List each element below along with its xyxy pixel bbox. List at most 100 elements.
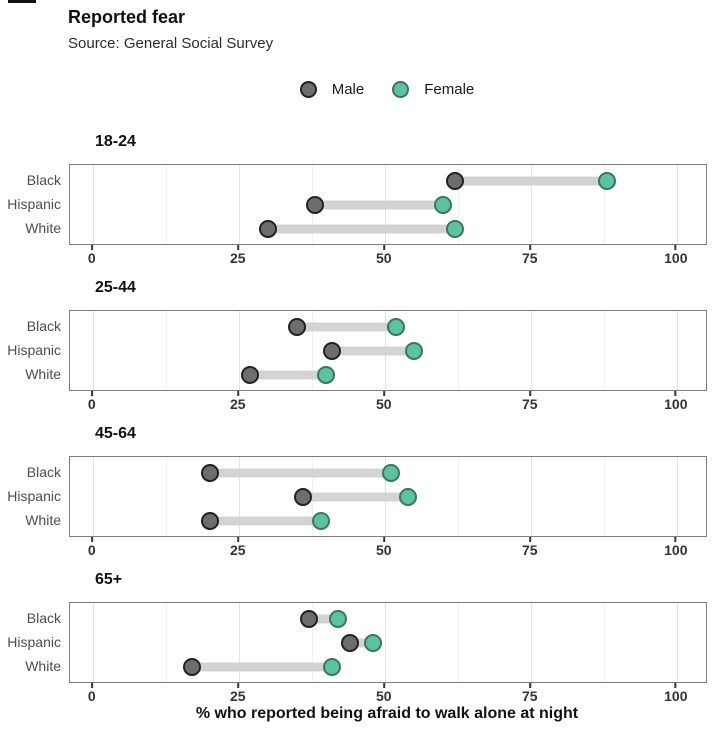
dumbbell-connector [267, 224, 455, 234]
x-tick-label: 25 [229, 542, 246, 558]
y-axis-label: White [25, 658, 61, 675]
x-tick: 0 [88, 245, 96, 265]
y-axis-label: White [25, 366, 61, 383]
x-tick: 75 [522, 683, 538, 703]
facet-title: 18-24 [95, 133, 136, 150]
dumbbell-connector [308, 614, 339, 624]
y-axis-label: Black [26, 610, 61, 627]
tick-mark-icon [236, 683, 239, 688]
major-gridline [238, 603, 240, 682]
female-dot [399, 487, 418, 506]
x-axis: 0 25 50 75 100 [69, 391, 705, 411]
legend: Male Female [69, 79, 705, 99]
y-axis-labels: Black Hispanic White [0, 456, 61, 535]
facet-45-64: 45-64 Black Hispanic White 0 25 50 75 100 [0, 424, 714, 557]
y-axis-label: Hispanic [7, 487, 61, 504]
chart-title: Reported fear [68, 7, 186, 27]
tick-mark-icon [528, 391, 531, 396]
y-axis-label: Black [26, 318, 61, 335]
male-legend-dot-icon [299, 80, 317, 98]
x-axis: 0 25 50 75 100 [69, 245, 705, 265]
x-tick: 50 [376, 245, 392, 265]
chart-subtitle: Source: General Social Survey [68, 35, 274, 52]
y-axis-label: Hispanic [7, 195, 61, 212]
dumbbell-connector [303, 492, 409, 502]
x-tick-label: 100 [664, 688, 688, 704]
x-tick-label: 50 [375, 542, 392, 558]
x-tick: 0 [88, 537, 96, 557]
tick-mark-icon [382, 391, 385, 396]
male-dot [299, 610, 318, 629]
x-tick: 100 [664, 245, 687, 265]
x-tick-label: 75 [521, 250, 538, 266]
x-tick-label: 75 [521, 688, 538, 704]
x-tick: 50 [376, 391, 392, 411]
major-gridline [92, 603, 94, 682]
female-dot [434, 195, 453, 214]
facet-plot-row: Black Hispanic White [0, 456, 714, 537]
x-tick-label: 0 [87, 396, 96, 412]
x-tick: 75 [522, 391, 538, 411]
x-tick-label: 50 [375, 396, 392, 412]
male-dot [288, 318, 307, 337]
tick-mark-icon [674, 245, 677, 250]
x-tick: 100 [664, 391, 687, 411]
y-axis-labels: Black Hispanic White [0, 602, 61, 681]
female-dot [311, 512, 330, 531]
major-gridline [92, 311, 94, 390]
minor-gridline [311, 603, 313, 682]
minor-gridline [457, 165, 459, 244]
x-tick: 25 [230, 391, 246, 411]
legend-item-male: Male [299, 80, 364, 98]
tick-mark-icon [528, 683, 531, 688]
x-tick-label: 25 [229, 396, 246, 412]
dumbbell-connector [314, 200, 444, 210]
female-dot [445, 220, 464, 239]
x-tick-label: 0 [87, 688, 96, 704]
tick-mark-icon [528, 537, 531, 542]
x-tick-label: 75 [521, 542, 538, 558]
x-axis-title: % who reported being afraid to walk alon… [195, 705, 579, 722]
dumbbell-connector [250, 370, 327, 380]
tick-mark-icon [382, 537, 385, 542]
tick-mark-icon [382, 245, 385, 250]
x-tick-label: 0 [87, 250, 96, 266]
major-gridline [92, 165, 94, 244]
y-axis-label: White [25, 220, 61, 237]
dumbbell-connector [209, 468, 391, 478]
minor-gridline [165, 603, 167, 682]
panel [69, 456, 707, 537]
minor-gridline [603, 603, 605, 682]
x-tick: 100 [664, 683, 687, 703]
y-axis-label: Hispanic [7, 341, 61, 358]
minor-gridline [603, 165, 605, 244]
male-dot [323, 341, 342, 360]
screenshot-edge-artifact [8, 0, 36, 3]
facet-65+: 65+ Black Hispanic White 0 25 50 75 100 [0, 570, 714, 703]
major-gridline [384, 603, 386, 682]
male-dot [241, 366, 260, 385]
female-dot [381, 464, 400, 483]
x-tick-label: 100 [664, 396, 688, 412]
minor-gridline [603, 311, 605, 390]
y-axis-label: Hispanic [7, 633, 61, 650]
major-gridline [238, 165, 240, 244]
x-axis: 0 25 50 75 100 [69, 537, 705, 557]
major-gridline [238, 457, 240, 536]
minor-gridline [165, 457, 167, 536]
facet-plot-row: Black Hispanic White [0, 602, 714, 683]
y-axis-label: Black [26, 172, 61, 189]
facet-plot-row: Black Hispanic White [0, 164, 714, 245]
tick-mark-icon [674, 391, 677, 396]
tick-mark-icon [236, 537, 239, 542]
major-gridline [676, 165, 678, 244]
dumbbell-connector [454, 176, 607, 186]
x-tick-label: 50 [375, 250, 392, 266]
major-gridline [238, 311, 240, 390]
female-dot [323, 658, 342, 677]
facet-25-44: 25-44 Black Hispanic White 0 25 50 75 100 [0, 278, 714, 411]
major-gridline [676, 311, 678, 390]
tick-mark-icon [236, 391, 239, 396]
facet-plot-row: Black Hispanic White [0, 310, 714, 391]
